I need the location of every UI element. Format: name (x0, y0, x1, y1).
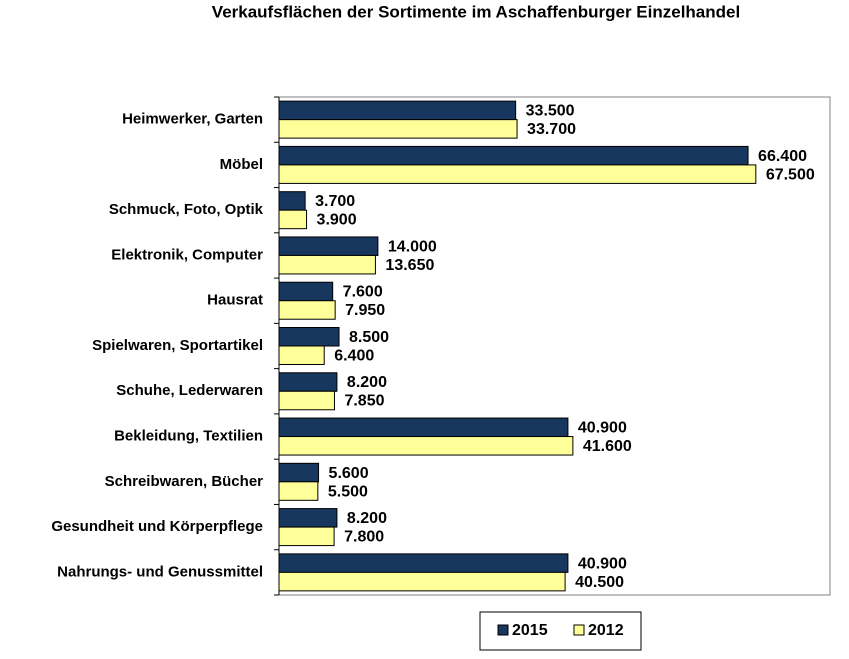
bar (278, 300, 336, 320)
y-tick-label: Schuhe, Lederwaren (116, 382, 263, 399)
y-tick-label: Schmuck, Foto, Optik (109, 201, 264, 218)
bar (278, 462, 320, 483)
bar (278, 508, 338, 528)
value-label: 7.850 (344, 393, 384, 410)
bar (278, 191, 306, 211)
value-label: 5.600 (329, 465, 369, 482)
bar (278, 526, 335, 547)
value-label: 5.500 (328, 483, 368, 500)
legend-swatch (573, 624, 585, 636)
bar (278, 209, 308, 230)
chart-title: Verkaufsflächen der Sortimente im Aschaf… (212, 2, 740, 21)
value-label: 67.500 (766, 166, 815, 183)
value-label: 14.000 (388, 238, 437, 255)
bar (278, 281, 334, 302)
y-tick-label: Spielwaren, Sportartikel (92, 337, 263, 354)
y-tick-label: Hausrat (207, 292, 263, 309)
y-tick-label: Gesundheit und Körperpflege (51, 518, 263, 535)
bar (278, 436, 574, 456)
value-label: 41.600 (583, 438, 632, 455)
y-tick-label: Elektronik, Computer (111, 246, 263, 263)
legend-label: 2012 (588, 622, 624, 639)
y-tick-label: Heimwerker, Garten (122, 111, 263, 128)
bar (278, 236, 379, 256)
value-label: 40.500 (575, 574, 624, 591)
bar (278, 390, 335, 411)
bar (278, 119, 518, 139)
bar (278, 345, 325, 365)
bar (278, 553, 569, 573)
y-tick-label: Bekleidung, Textilien (114, 428, 263, 445)
bar (278, 327, 340, 347)
value-label: 3.900 (317, 212, 357, 229)
value-label: 8.500 (349, 329, 389, 346)
value-label: 8.200 (347, 510, 387, 527)
y-tick-label: Möbel (220, 156, 263, 173)
bar (278, 571, 566, 592)
value-label: 7.950 (345, 302, 385, 319)
value-label: 13.650 (385, 257, 434, 274)
legend-swatch (497, 624, 509, 636)
y-tick-label: Schreibwaren, Bücher (105, 473, 264, 490)
bar (278, 254, 376, 275)
bar (278, 372, 338, 392)
bar (278, 481, 319, 501)
bar (278, 100, 517, 121)
value-label: 40.900 (578, 555, 627, 572)
bar (278, 417, 569, 438)
value-label: 8.200 (347, 374, 387, 391)
bar (278, 164, 757, 184)
value-label: 66.400 (758, 148, 807, 165)
value-label: 6.400 (334, 347, 374, 364)
legend-label: 2015 (512, 622, 548, 639)
value-label: 33.700 (527, 121, 576, 138)
value-label: 3.700 (315, 193, 355, 210)
value-label: 33.500 (526, 103, 575, 120)
bar (278, 145, 749, 166)
value-label: 7.800 (344, 529, 384, 546)
value-label: 40.900 (578, 420, 627, 437)
y-tick-label: Nahrungs- und Genussmittel (57, 563, 263, 580)
value-label: 7.600 (343, 284, 383, 301)
